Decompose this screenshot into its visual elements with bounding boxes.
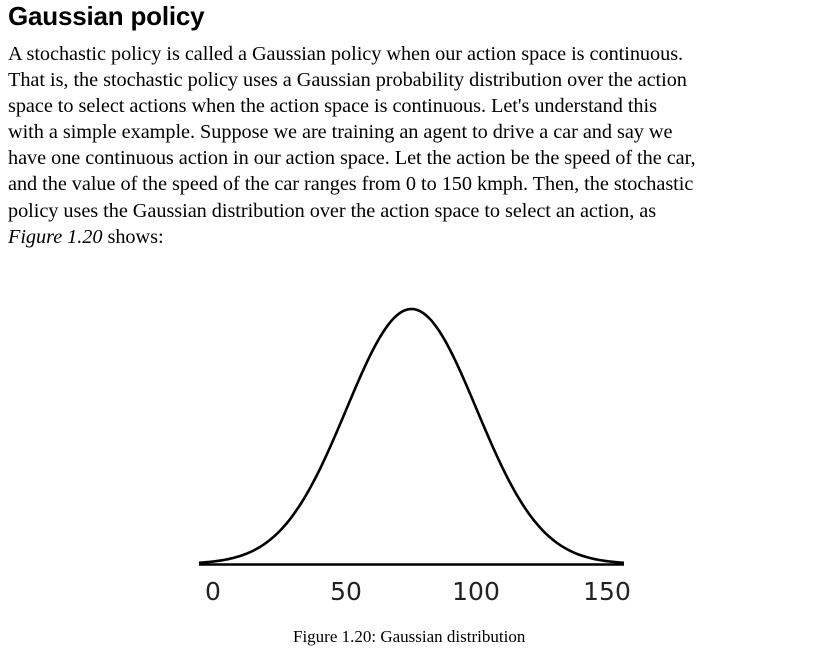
- paragraph-line: That is, the stochastic policy uses a Ga…: [8, 69, 687, 92]
- paragraph-line-tail: shows:: [102, 225, 164, 248]
- gaussian-curve: [198, 307, 625, 565]
- paragraph-line: have one continuous action in our action…: [8, 147, 696, 170]
- paragraph-last-line: Figure 1.20 shows:: [8, 224, 826, 250]
- paragraph-line: space to select actions when the action …: [8, 95, 657, 118]
- paragraph-line: policy uses the Gaussian distribution ov…: [8, 199, 657, 222]
- figure-caption: Figure 1.20: Gaussian distribution: [293, 627, 526, 646]
- section-title: Gaussian policy: [8, 1, 205, 31]
- x-tick-label: 50: [330, 577, 362, 606]
- paragraph-line: A stochastic policy is called a Gaussian…: [8, 43, 684, 65]
- x-tick-label: 150: [583, 577, 631, 606]
- paragraph-line: and the value of the speed of the car ra…: [8, 173, 694, 196]
- body-paragraph: A stochastic policy is called a Gaussian…: [8, 41, 826, 250]
- x-tick-label: 0: [205, 577, 221, 606]
- paragraph-line: with a simple example. Suppose we are tr…: [8, 121, 673, 144]
- x-tick-label: 100: [452, 577, 500, 606]
- figure-reference: Figure 1.20: [8, 225, 103, 248]
